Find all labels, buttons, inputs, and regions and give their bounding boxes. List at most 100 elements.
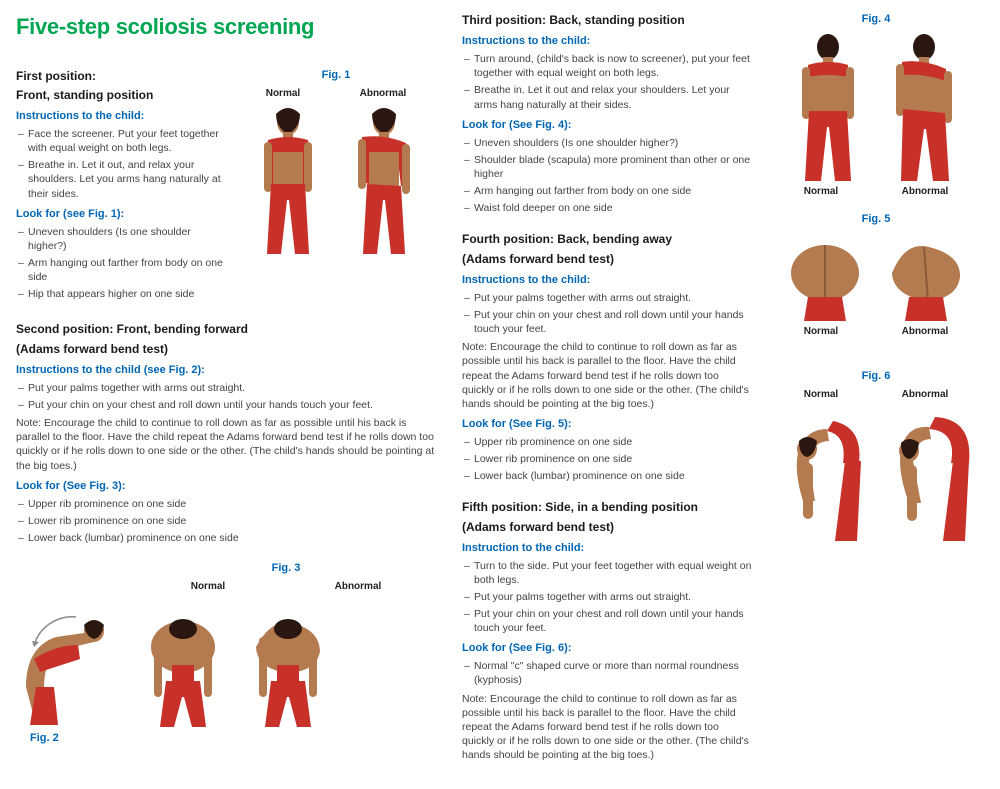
position-4-title-a: Fourth position: Back, bending away	[462, 231, 752, 247]
position-4-title-b: (Adams forward bend test)	[462, 251, 752, 267]
pos2-note: Note: Encourage the child to continue to…	[16, 416, 436, 473]
fig5-normal-label: Normal	[804, 325, 838, 339]
list-item: Lower rib prominence on one side	[16, 514, 436, 528]
fig5-normal-bend-back-icon	[778, 231, 873, 321]
position-3-block: Third position: Back, standing position …	[462, 12, 752, 215]
fig3-abnormal-label: Abnormal	[335, 580, 382, 594]
list-item: Shoulder blade (scapula) more prominent …	[462, 153, 752, 181]
fig5-label: Fig. 5	[772, 212, 980, 227]
figure-1-block: Fig. 1 Normal Abnormal	[236, 68, 436, 254]
right-text-column: Third position: Back, standing position …	[462, 12, 752, 779]
fig1-abnormal-body-icon	[339, 104, 429, 254]
fig6-abnormal-side-bend-icon	[879, 405, 979, 545]
pos2-instructions-list: Put your palms together with arms out st…	[16, 381, 436, 412]
list-item: Normal "c" shaped curve or more than nor…	[462, 659, 752, 687]
pos3-look-label: Look for (See Fig. 4):	[462, 118, 752, 133]
pos1-look-label: Look for (see Fig. 1):	[16, 207, 224, 222]
fig4-abnormal-label: Abnormal	[902, 185, 949, 199]
pos5-look-label: Look for (See Fig. 6):	[462, 641, 752, 656]
pos4-look-label: Look for (See Fig. 5):	[462, 417, 752, 432]
list-item: Put your chin on your chest and roll dow…	[462, 308, 752, 336]
pos2-instructions-label: Instructions to the child (see Fig. 2):	[16, 363, 436, 378]
pos4-look-list: Upper rib prominence on one side Lower r…	[462, 435, 752, 484]
right-figures-column: Fig. 4	[772, 12, 980, 779]
pos1-instructions-list: Face the screener. Put your feet togethe…	[16, 127, 224, 201]
pos5-instructions-list: Turn to the side. Put your feet together…	[462, 559, 752, 636]
pos3-look-list: Uneven shoulders (Is one shoulder higher…	[462, 136, 752, 216]
fig6-normal-side-bend-icon	[773, 405, 873, 545]
list-item: Arm hanging out farther from body on one…	[462, 184, 752, 198]
position-5-title-b: (Adams forward bend test)	[462, 519, 752, 535]
fig2-label: Fig. 2	[30, 731, 436, 746]
position-4-block: Fourth position: Back, bending away (Ada…	[462, 231, 752, 483]
list-item: Put your palms together with arms out st…	[16, 381, 436, 395]
list-item: Put your palms together with arms out st…	[462, 291, 752, 305]
pos5-note: Note: Encourage the child to continue to…	[462, 692, 752, 763]
list-item: Waist fold deeper on one side	[462, 201, 752, 215]
pos3-instructions-list: Turn around, (child's back is now to scr…	[462, 52, 752, 112]
list-item: Uneven shoulders (Is one shoulder higher…	[16, 225, 224, 253]
right-column: Third position: Back, standing position …	[462, 12, 980, 779]
list-item: Turn to the side. Put your feet together…	[462, 559, 752, 587]
fig2-bending-body-icon	[16, 597, 126, 727]
figure-4-block: Fig. 4	[772, 12, 980, 198]
list-item: Hip that appears higher on one side	[16, 287, 224, 301]
list-item: Lower back (lumbar) prominence on one si…	[462, 469, 752, 483]
fig1-label: Fig. 1	[236, 68, 436, 83]
pos5-look-list: Normal "c" shaped curve or more than nor…	[462, 659, 752, 687]
list-item: Lower rib prominence on one side	[462, 452, 752, 466]
fig6-label: Fig. 6	[772, 369, 980, 384]
list-item: Lower back (lumbar) prominence on one si…	[16, 531, 436, 545]
pos4-instructions-label: Instructions to the child:	[462, 273, 752, 288]
pos5-instructions-label: Instruction to the child:	[462, 541, 752, 556]
fig6-normal-label: Normal	[804, 388, 838, 402]
pos1-instructions-label: Instructions to the child:	[16, 109, 224, 124]
position-1-text: First position: Front, standing position…	[16, 68, 224, 306]
list-item: Breathe in. Let it out, and relax your s…	[16, 158, 224, 201]
position-1-title-a: First position:	[16, 68, 224, 84]
fig3-normal-label: Normal	[191, 580, 225, 594]
fig6-abnormal-label: Abnormal	[902, 388, 949, 402]
list-item: Turn around, (child's back is now to scr…	[462, 52, 752, 80]
list-item: Face the screener. Put your feet togethe…	[16, 127, 224, 155]
list-item: Upper rib prominence on one side	[16, 497, 436, 511]
position-1-title-b: Front, standing position	[16, 87, 224, 103]
pos4-instructions-list: Put your palms together with arms out st…	[462, 291, 752, 337]
position-5-title-a: Fifth position: Side, in a bending posit…	[462, 499, 752, 515]
position-2-title-b: (Adams forward bend test)	[16, 341, 436, 357]
fig5-abnormal-label: Abnormal	[902, 325, 949, 339]
fig3-label: Fig. 3	[136, 561, 436, 576]
list-item: Put your palms together with arms out st…	[462, 590, 752, 604]
left-column: Five-step scoliosis screening First posi…	[16, 12, 436, 779]
fig1-normal-body-icon	[243, 104, 333, 254]
pos4-note: Note: Encourage the child to continue to…	[462, 340, 752, 411]
figure-5-block: Fig. 5 Normal Abnormal	[772, 212, 980, 338]
position-2-block: Second position: Front, bending forward …	[16, 321, 436, 545]
pos3-instructions-label: Instructions to the child:	[462, 34, 752, 49]
fig4-abnormal-back-icon	[879, 31, 969, 181]
figure-2-3-block: Fig. 3 Normal Abnormal	[16, 561, 436, 746]
figure-6-block: Fig. 6 Normal Abnormal	[772, 369, 980, 545]
list-item: Put your chin on your chest and roll dow…	[462, 607, 752, 635]
list-item: Uneven shoulders (Is one shoulder higher…	[462, 136, 752, 150]
fig3-abnormal-bend-icon	[241, 607, 336, 727]
position-2-title-a: Second position: Front, bending forward	[16, 321, 436, 337]
fig4-label: Fig. 4	[772, 12, 980, 27]
position-1-row: First position: Front, standing position…	[16, 68, 436, 306]
position-5-block: Fifth position: Side, in a bending posit…	[462, 499, 752, 762]
list-item: Arm hanging out farther from body on one…	[16, 256, 224, 284]
list-item: Put your chin on your chest and roll dow…	[16, 398, 436, 412]
pos1-look-list: Uneven shoulders (Is one shoulder higher…	[16, 225, 224, 302]
list-item: Breathe in. Let it out and relax your sh…	[462, 83, 752, 111]
list-item: Upper rib prominence on one side	[462, 435, 752, 449]
fig4-normal-label: Normal	[804, 185, 838, 199]
pos2-look-list: Upper rib prominence on one side Lower r…	[16, 497, 436, 546]
fig1-normal-label: Normal	[266, 87, 300, 101]
pos2-look-label: Look for (See Fig. 3):	[16, 479, 436, 494]
fig1-abnormal-label: Abnormal	[360, 87, 407, 101]
page: Five-step scoliosis screening First posi…	[0, 0, 1000, 789]
fig5-abnormal-bend-back-icon	[879, 231, 974, 321]
fig3-normal-bend-icon	[136, 607, 231, 727]
position-3-title: Third position: Back, standing position	[462, 12, 752, 28]
fig4-normal-back-icon	[783, 31, 873, 181]
